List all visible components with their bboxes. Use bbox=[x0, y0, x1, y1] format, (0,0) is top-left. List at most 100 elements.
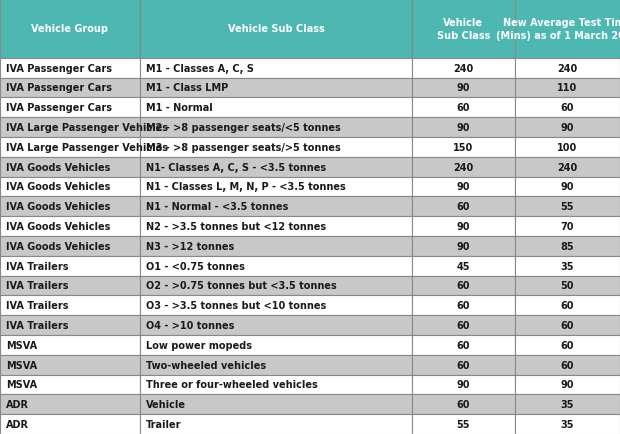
Text: New Average Test Time
(Mins) as of 1 March 2016: New Average Test Time (Mins) as of 1 Mar… bbox=[496, 18, 620, 40]
Bar bbox=[515, 316, 620, 335]
Text: 240: 240 bbox=[557, 63, 577, 73]
Bar bbox=[412, 256, 515, 276]
Bar bbox=[0, 355, 140, 375]
Text: IVA Trailers: IVA Trailers bbox=[6, 320, 69, 330]
Bar bbox=[515, 237, 620, 256]
Text: 90: 90 bbox=[457, 221, 470, 231]
Text: O3 - >3.5 tonnes but <10 tonnes: O3 - >3.5 tonnes but <10 tonnes bbox=[146, 301, 326, 311]
Text: Low power mopeds: Low power mopeds bbox=[146, 340, 252, 350]
Bar bbox=[140, 375, 412, 395]
Bar bbox=[0, 118, 140, 138]
Text: IVA Passenger Cars: IVA Passenger Cars bbox=[6, 103, 112, 113]
Bar bbox=[140, 296, 412, 316]
Bar bbox=[515, 256, 620, 276]
Text: 55: 55 bbox=[560, 202, 574, 212]
Bar bbox=[412, 138, 515, 158]
Bar bbox=[140, 59, 412, 79]
Text: Three or four-wheeled vehicles: Three or four-wheeled vehicles bbox=[146, 380, 317, 390]
Text: IVA Trailers: IVA Trailers bbox=[6, 301, 69, 311]
Text: 60: 60 bbox=[560, 301, 574, 311]
Bar bbox=[515, 158, 620, 177]
Text: Vehicle Sub Class: Vehicle Sub Class bbox=[228, 24, 324, 34]
Bar bbox=[0, 395, 140, 414]
Text: 45: 45 bbox=[457, 261, 470, 271]
Bar bbox=[412, 59, 515, 79]
Text: 90: 90 bbox=[457, 182, 470, 192]
Text: 240: 240 bbox=[557, 162, 577, 172]
Bar bbox=[0, 79, 140, 98]
Text: Two-wheeled vehicles: Two-wheeled vehicles bbox=[146, 360, 266, 370]
Text: N1 - Normal - <3.5 tonnes: N1 - Normal - <3.5 tonnes bbox=[146, 202, 288, 212]
Bar bbox=[515, 118, 620, 138]
Text: 60: 60 bbox=[560, 360, 574, 370]
Text: 90: 90 bbox=[560, 182, 574, 192]
Bar bbox=[412, 276, 515, 296]
Bar bbox=[515, 296, 620, 316]
Text: 60: 60 bbox=[560, 103, 574, 113]
Text: 150: 150 bbox=[453, 142, 474, 152]
Bar bbox=[0, 0, 140, 59]
Bar bbox=[0, 59, 140, 79]
Bar bbox=[0, 256, 140, 276]
Bar bbox=[412, 158, 515, 177]
Bar bbox=[140, 118, 412, 138]
Bar bbox=[412, 414, 515, 434]
Bar bbox=[515, 0, 620, 59]
Bar bbox=[140, 217, 412, 237]
Text: O4 - >10 tonnes: O4 - >10 tonnes bbox=[146, 320, 234, 330]
Bar bbox=[412, 395, 515, 414]
Text: IVA Goods Vehicles: IVA Goods Vehicles bbox=[6, 202, 110, 212]
Bar bbox=[515, 335, 620, 355]
Text: M1 - Class LMP: M1 - Class LMP bbox=[146, 83, 228, 93]
Bar bbox=[0, 138, 140, 158]
Text: IVA Large Passenger Vehicles: IVA Large Passenger Vehicles bbox=[6, 142, 168, 152]
Text: IVA Large Passenger Vehicles: IVA Large Passenger Vehicles bbox=[6, 123, 168, 133]
Bar bbox=[140, 335, 412, 355]
Text: 85: 85 bbox=[560, 241, 574, 251]
Text: O1 - <0.75 tonnes: O1 - <0.75 tonnes bbox=[146, 261, 244, 271]
Bar bbox=[515, 138, 620, 158]
Text: ADR: ADR bbox=[6, 419, 29, 429]
Bar bbox=[140, 197, 412, 217]
Text: 60: 60 bbox=[560, 320, 574, 330]
Text: IVA Goods Vehicles: IVA Goods Vehicles bbox=[6, 182, 110, 192]
Bar bbox=[412, 0, 515, 59]
Text: M3 - >8 passenger seats/>5 tonnes: M3 - >8 passenger seats/>5 tonnes bbox=[146, 142, 340, 152]
Text: IVA Goods Vehicles: IVA Goods Vehicles bbox=[6, 221, 110, 231]
Bar bbox=[0, 296, 140, 316]
Text: 60: 60 bbox=[560, 340, 574, 350]
Bar bbox=[412, 296, 515, 316]
Bar bbox=[515, 276, 620, 296]
Bar bbox=[140, 276, 412, 296]
Bar bbox=[140, 177, 412, 197]
Text: 60: 60 bbox=[457, 301, 470, 311]
Text: 100: 100 bbox=[557, 142, 577, 152]
Text: 60: 60 bbox=[457, 281, 470, 291]
Text: 240: 240 bbox=[453, 162, 474, 172]
Text: ADR: ADR bbox=[6, 399, 29, 409]
Text: O2 - >0.75 tonnes but <3.5 tonnes: O2 - >0.75 tonnes but <3.5 tonnes bbox=[146, 281, 337, 291]
Bar bbox=[140, 158, 412, 177]
Bar bbox=[515, 355, 620, 375]
Bar bbox=[0, 217, 140, 237]
Text: 60: 60 bbox=[457, 399, 470, 409]
Bar bbox=[412, 355, 515, 375]
Bar bbox=[140, 256, 412, 276]
Bar bbox=[140, 0, 412, 59]
Text: IVA Goods Vehicles: IVA Goods Vehicles bbox=[6, 162, 110, 172]
Bar bbox=[140, 414, 412, 434]
Bar bbox=[515, 197, 620, 217]
Bar bbox=[140, 138, 412, 158]
Bar bbox=[0, 316, 140, 335]
Bar bbox=[412, 335, 515, 355]
Bar bbox=[515, 59, 620, 79]
Text: 90: 90 bbox=[560, 123, 574, 133]
Bar bbox=[412, 217, 515, 237]
Bar bbox=[515, 79, 620, 98]
Bar bbox=[0, 197, 140, 217]
Bar bbox=[0, 375, 140, 395]
Bar bbox=[0, 177, 140, 197]
Text: Vehicle: Vehicle bbox=[146, 399, 186, 409]
Text: 35: 35 bbox=[560, 419, 574, 429]
Text: N2 - >3.5 tonnes but <12 tonnes: N2 - >3.5 tonnes but <12 tonnes bbox=[146, 221, 326, 231]
